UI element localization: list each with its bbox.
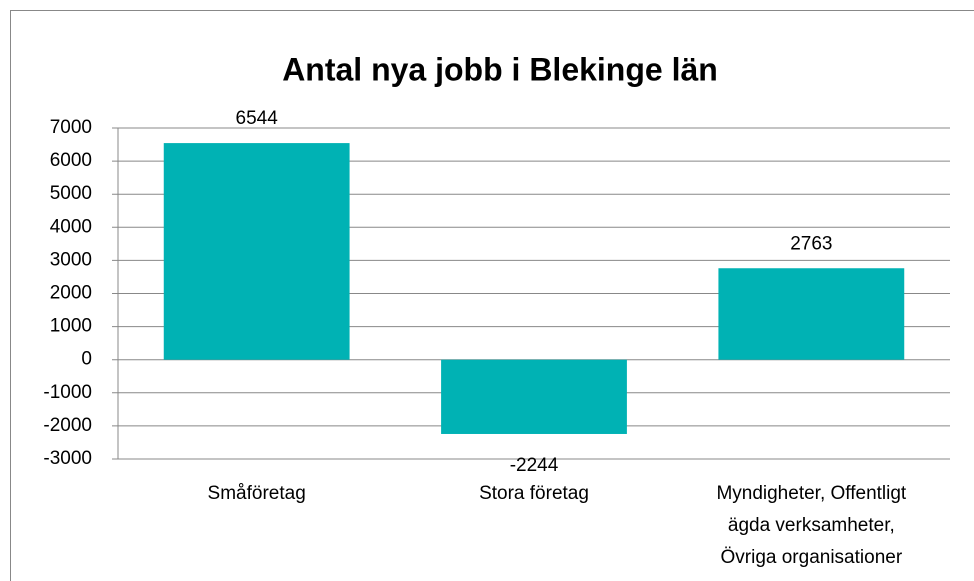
data-label: -2244: [510, 455, 559, 476]
y-tick-label: 7000: [50, 117, 92, 138]
bar: [441, 359, 627, 434]
y-tick-label: 1000: [50, 316, 92, 337]
x-tick-label: Myndigheter, Offentligt ägda verksamheter…: [716, 483, 906, 568]
y-tick-label: 5000: [50, 183, 92, 204]
y-tick-label: 6000: [50, 150, 92, 171]
y-tick-label: -2000: [43, 415, 92, 436]
y-tick-label: 3000: [50, 249, 92, 270]
y-tick-label: 2000: [50, 283, 92, 304]
y-tick-label: -3000: [43, 448, 92, 469]
y-tick-label: 4000: [50, 216, 92, 237]
x-tick-label: Stora företag: [479, 483, 589, 504]
bar: [718, 268, 905, 360]
y-tick-label: -1000: [43, 382, 92, 403]
bar: [163, 143, 350, 360]
data-label: 6544: [236, 108, 279, 129]
y-tick-label: 0: [81, 349, 92, 370]
data-label: 2763: [790, 233, 832, 254]
x-tick-label: Småföretag: [208, 483, 306, 504]
chart-title: Antal nya jobb i Blekinge län: [282, 51, 718, 87]
